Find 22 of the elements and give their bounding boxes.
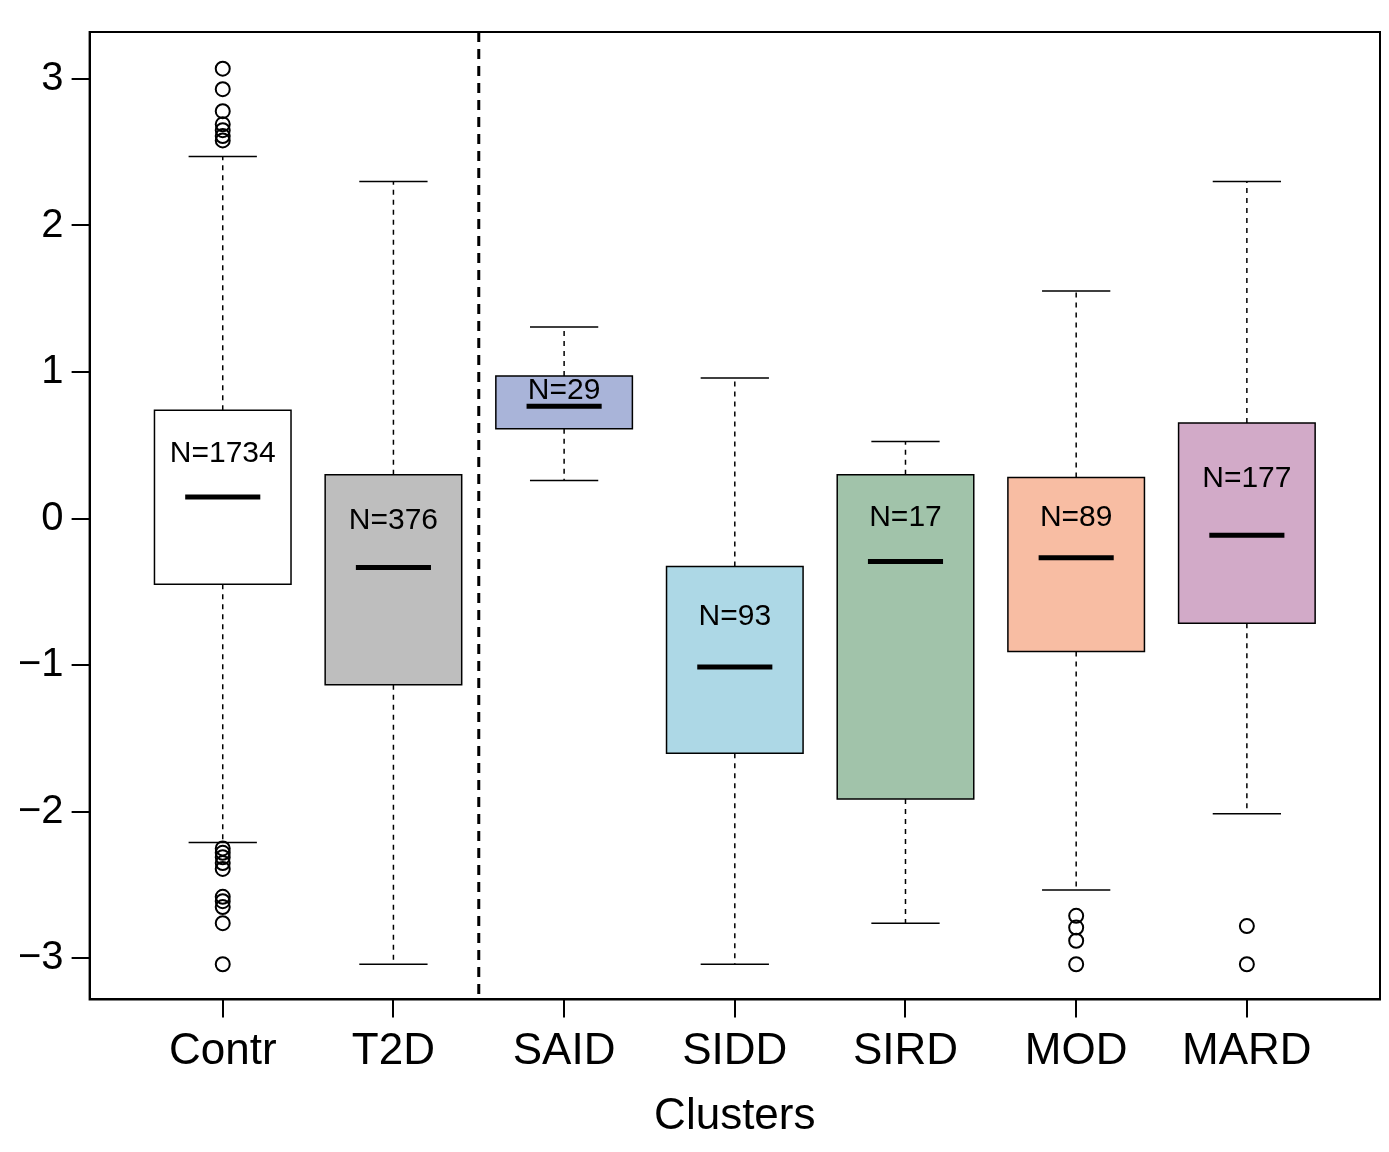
x-axis-title: Clusters (654, 1088, 816, 1138)
y-tick-label: −3 (18, 933, 64, 978)
annotation: N=93 (698, 598, 772, 632)
y-tick-label: −2 (18, 786, 64, 831)
x-tick-label: MOD (1024, 1023, 1128, 1073)
y-tick-label: −1 (18, 640, 64, 685)
annotation: N=376 (348, 502, 439, 536)
annotation: N=29 (527, 372, 601, 406)
x-tick-label: SIRD (852, 1023, 959, 1073)
y-tick-label: 3 (41, 53, 64, 98)
x-tick-label: MARD (1182, 1023, 1312, 1073)
y-tick-label: 0 (41, 493, 64, 538)
annotation: N=17 (869, 499, 942, 533)
annotation: N=177 (1202, 460, 1292, 494)
y-tick-label: 2 (41, 200, 64, 245)
annotation: N=89 (1039, 498, 1113, 532)
x-tick-label: Contr (168, 1023, 277, 1073)
y-tick-label: 1 (41, 347, 64, 392)
annotation: N=1734 (169, 434, 276, 468)
x-tick-label: SIDD (682, 1023, 788, 1073)
x-tick-label: T2D (351, 1023, 435, 1073)
x-tick-label: SAID (512, 1023, 616, 1073)
